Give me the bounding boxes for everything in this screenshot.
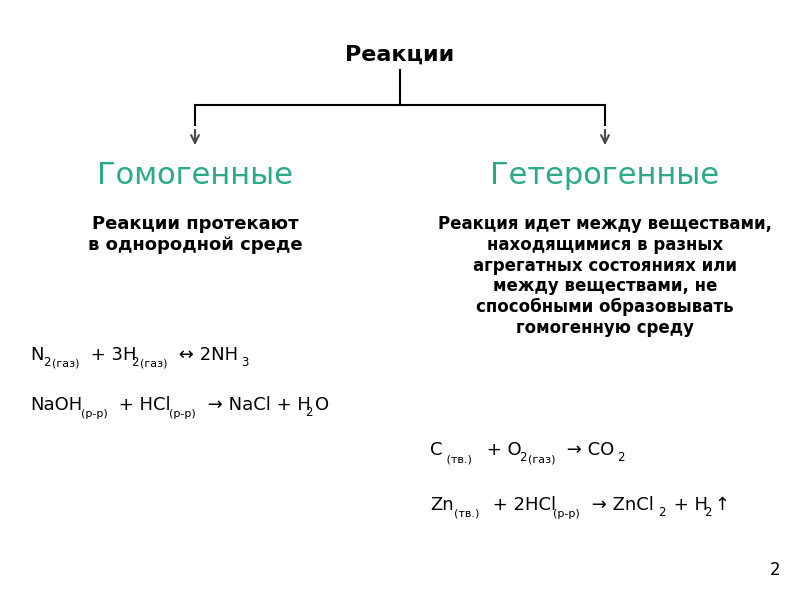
Text: (р-р): (р-р) bbox=[169, 409, 196, 419]
Text: NaOH: NaOH bbox=[30, 396, 82, 414]
Text: (тв.): (тв.) bbox=[443, 454, 472, 464]
Text: 2: 2 bbox=[770, 561, 780, 579]
Text: → CO: → CO bbox=[561, 441, 614, 459]
Text: 2: 2 bbox=[658, 506, 666, 519]
Text: + HCl: + HCl bbox=[113, 396, 170, 414]
Text: → ZnCl: → ZnCl bbox=[586, 496, 654, 514]
Text: (тв.): (тв.) bbox=[454, 509, 479, 519]
Text: (газ): (газ) bbox=[528, 454, 555, 464]
Text: (р-р): (р-р) bbox=[553, 509, 580, 519]
Text: 2: 2 bbox=[617, 451, 625, 464]
Text: Реакции протекают
в однородной среде: Реакции протекают в однородной среде bbox=[88, 215, 302, 254]
Text: (газ): (газ) bbox=[52, 359, 79, 369]
Text: + 3H: + 3H bbox=[85, 346, 137, 364]
Text: O: O bbox=[315, 396, 329, 414]
Text: ↑: ↑ bbox=[714, 496, 729, 514]
Text: 2: 2 bbox=[305, 406, 313, 419]
Text: N: N bbox=[30, 346, 43, 364]
Text: Гетерогенные: Гетерогенные bbox=[490, 160, 719, 190]
Text: 2: 2 bbox=[43, 356, 50, 369]
Text: ↔ 2NH: ↔ 2NH bbox=[173, 346, 238, 364]
Text: Реакции: Реакции bbox=[346, 45, 454, 65]
Text: 3: 3 bbox=[241, 356, 248, 369]
Text: 2: 2 bbox=[704, 506, 711, 519]
Text: (газ): (газ) bbox=[140, 359, 167, 369]
Text: (р-р): (р-р) bbox=[81, 409, 108, 419]
Text: + 2HCl: + 2HCl bbox=[487, 496, 556, 514]
Text: + H: + H bbox=[668, 496, 708, 514]
Text: → NaCl + H: → NaCl + H bbox=[202, 396, 311, 414]
Text: C: C bbox=[430, 441, 442, 459]
Text: + O: + O bbox=[481, 441, 522, 459]
Text: 2: 2 bbox=[519, 451, 526, 464]
Text: Гомогенные: Гомогенные bbox=[97, 160, 293, 190]
Text: Zn: Zn bbox=[430, 496, 454, 514]
Text: 2: 2 bbox=[131, 356, 138, 369]
Text: Реакция идет между веществами,
находящимися в разных
агрегатных состояниях или
м: Реакция идет между веществами, находящим… bbox=[438, 215, 772, 337]
